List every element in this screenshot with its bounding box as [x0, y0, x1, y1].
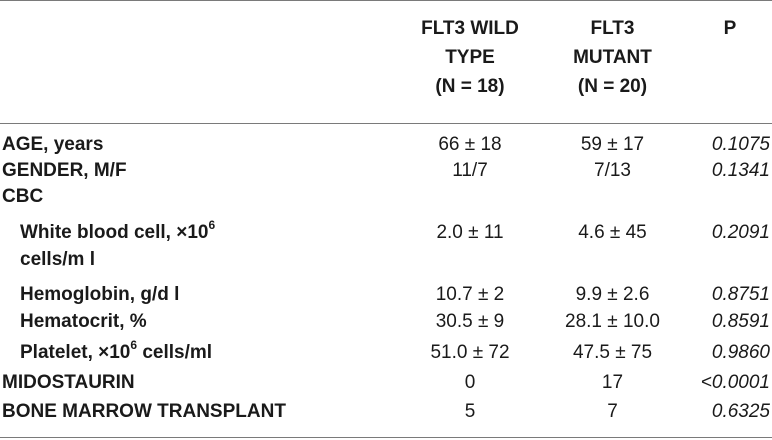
table-bottom-rule — [0, 437, 772, 438]
table-row-white-blood-cell-cont: cells/m l — [0, 247, 772, 273]
row-label-continued: cells/m l — [20, 249, 95, 270]
table-row-white-blood-cell: White blood cell, ×106 2.0 ± 11 4.6 ± 45… — [0, 217, 772, 246]
row-label-superscript: 6 — [130, 337, 138, 352]
cell-mutant: 7 — [607, 401, 618, 422]
cell-p-value: 0.2091 — [711, 222, 770, 243]
cell-wild-type: 5 — [464, 401, 476, 422]
table-top-rule — [0, 0, 772, 1]
row-label: AGE, years — [2, 134, 104, 155]
cell-mutant: 7/13 — [594, 160, 631, 181]
cell-mutant: 17 — [601, 372, 624, 393]
cell-mutant: 47.5 ± 75 — [572, 342, 653, 363]
cell-p-value: 0.1341 — [711, 160, 770, 181]
row-label: White blood cell, ×106 — [20, 217, 216, 246]
table-header-rule — [0, 123, 772, 124]
cell-wild-type: 66 ± 18 — [438, 134, 502, 155]
cell-mutant: 59 ± 17 — [580, 134, 645, 155]
cell-p-value: 0.9860 — [711, 342, 770, 363]
row-label: Hemoglobin, g/d l — [20, 284, 180, 305]
table-row-hemoglobin: Hemoglobin, g/d l 10.7 ± 2 9.9 ± 2.6 0.8… — [0, 282, 772, 308]
row-label-text: White blood cell, ×10 — [20, 222, 209, 243]
cell-wild-type: 2.0 ± 11 — [436, 222, 504, 243]
table-row-hematocrit: Hematocrit, % 30.5 ± 9 28.1 ± 10.0 0.859… — [0, 309, 772, 335]
header-flt3-wild-type: FLT3 WILD TYPE (N = 18) — [421, 18, 519, 97]
row-label: GENDER, M/F — [2, 160, 127, 181]
table-row-age: AGE, years 66 ± 18 59 ± 17 0.1075 — [0, 132, 772, 158]
cell-mutant: 9.9 ± 2.6 — [575, 284, 650, 305]
row-label-superscript: 6 — [208, 217, 216, 232]
row-label: Hematocrit, % — [20, 311, 147, 332]
cell-wild-type: 30.5 ± 9 — [435, 311, 505, 332]
row-label: BONE MARROW TRANSPLANT — [2, 401, 286, 422]
row-label: CBC — [2, 186, 44, 207]
header-flt3-mutant: FLT3 MUTANT (N = 20) — [573, 18, 652, 97]
cell-wild-type: 51.0 ± 72 — [430, 342, 510, 363]
cell-p-value: <0.0001 — [700, 372, 770, 393]
header-p-value: P — [723, 18, 737, 39]
row-label-text: Platelet, ×10 — [20, 342, 131, 363]
row-label: Platelet, ×106 cells/ml — [20, 337, 213, 366]
table-row-platelet: Platelet, ×106 cells/ml 51.0 ± 72 47.5 ±… — [0, 337, 772, 366]
cell-p-value: 0.8591 — [711, 311, 770, 332]
cell-p-value: 0.6325 — [711, 401, 770, 422]
row-label: MIDOSTAURIN — [2, 372, 135, 393]
row-label-text-post: cells/ml — [137, 342, 213, 363]
table-row-midostaurin: MIDOSTAURIN 0 17 <0.0001 — [0, 370, 772, 396]
cell-wild-type: 0 — [464, 372, 476, 393]
cell-wild-type: 11/7 — [452, 160, 488, 181]
table-row-cbc: CBC — [0, 184, 772, 210]
table-row-gender: GENDER, M/F 11/7 7/13 0.1341 — [0, 158, 772, 184]
cell-p-value: 0.1075 — [711, 134, 770, 155]
cell-p-value: 0.8751 — [711, 284, 770, 305]
cell-wild-type: 10.7 ± 2 — [435, 284, 505, 305]
table-row-bone-marrow-transplant: BONE MARROW TRANSPLANT 5 7 0.6325 — [0, 399, 772, 425]
cell-mutant: 28.1 ± 10.0 — [565, 311, 660, 332]
cell-mutant: 4.6 ± 45 — [578, 222, 647, 243]
